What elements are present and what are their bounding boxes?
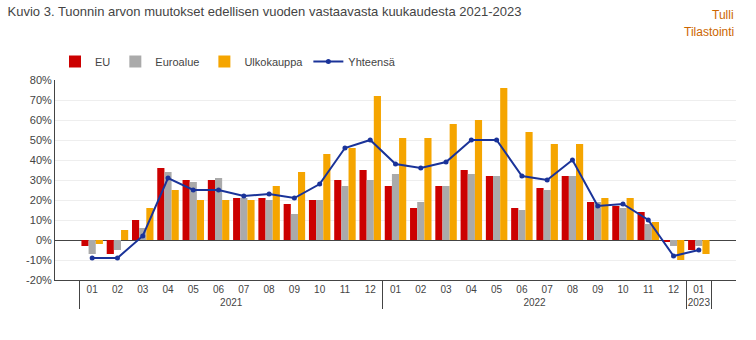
svg-text:03: 03 xyxy=(440,284,452,295)
svg-text:0%: 0% xyxy=(36,234,52,246)
svg-text:2023: 2023 xyxy=(688,297,711,308)
svg-text:12: 12 xyxy=(365,284,377,295)
svg-text:Tilastointi: Tilastointi xyxy=(684,25,734,39)
svg-text:70%: 70% xyxy=(30,94,52,106)
svg-text:10: 10 xyxy=(617,284,629,295)
svg-text:2021: 2021 xyxy=(220,297,243,308)
svg-text:07: 07 xyxy=(238,284,250,295)
svg-text:40%: 40% xyxy=(30,154,52,166)
svg-text:-20%: -20% xyxy=(26,274,52,286)
svg-text:06: 06 xyxy=(213,284,225,295)
svg-text:02: 02 xyxy=(112,284,124,295)
svg-text:05: 05 xyxy=(491,284,503,295)
svg-text:06: 06 xyxy=(516,284,528,295)
svg-text:Kuvio 3. Tuonnin arvon muutoks: Kuvio 3. Tuonnin arvon muutokset edellis… xyxy=(8,4,522,19)
svg-text:01: 01 xyxy=(390,284,402,295)
svg-text:EU: EU xyxy=(95,56,110,68)
svg-text:10: 10 xyxy=(314,284,326,295)
svg-text:02: 02 xyxy=(415,284,427,295)
svg-text:07: 07 xyxy=(542,284,554,295)
svg-text:08: 08 xyxy=(567,284,579,295)
svg-text:Euroalue: Euroalue xyxy=(155,56,199,68)
svg-text:01: 01 xyxy=(87,284,99,295)
svg-text:11: 11 xyxy=(643,284,654,295)
svg-text:09: 09 xyxy=(592,284,604,295)
svg-text:Yhteensä: Yhteensä xyxy=(348,56,395,68)
svg-text:05: 05 xyxy=(188,284,200,295)
svg-text:80%: 80% xyxy=(30,74,52,86)
svg-text:04: 04 xyxy=(162,284,174,295)
svg-text:-10%: -10% xyxy=(26,254,52,266)
svg-text:2022: 2022 xyxy=(523,297,546,308)
svg-text:60%: 60% xyxy=(30,114,52,126)
svg-text:01: 01 xyxy=(693,284,705,295)
svg-text:50%: 50% xyxy=(30,134,52,146)
svg-text:20%: 20% xyxy=(30,194,52,206)
svg-text:04: 04 xyxy=(466,284,478,295)
svg-text:30%: 30% xyxy=(30,174,52,186)
svg-text:11: 11 xyxy=(340,284,351,295)
svg-text:Ulkokauppa: Ulkokauppa xyxy=(244,56,303,68)
svg-text:10%: 10% xyxy=(30,214,52,226)
svg-text:08: 08 xyxy=(264,284,276,295)
svg-text:12: 12 xyxy=(668,284,680,295)
svg-text:03: 03 xyxy=(137,284,149,295)
svg-text:Tulli: Tulli xyxy=(712,8,734,22)
svg-text:09: 09 xyxy=(289,284,301,295)
